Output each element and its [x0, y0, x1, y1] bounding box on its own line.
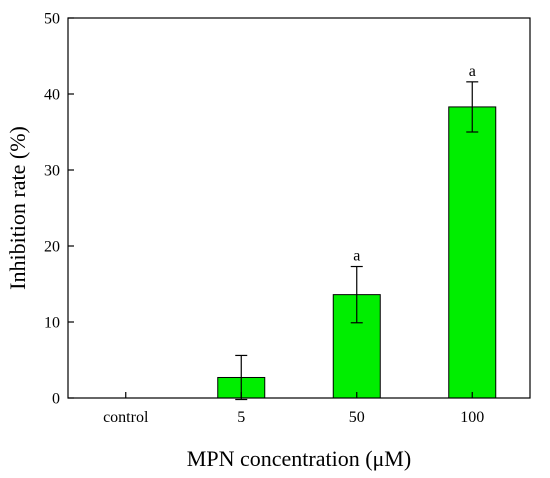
- y-tick-label: 40: [44, 87, 60, 104]
- x-tick-label: 50: [349, 409, 365, 426]
- error-bar-50: [350, 265, 363, 324]
- error-bar-100: [466, 81, 479, 133]
- x-tick-label: control: [103, 409, 149, 426]
- y-axis-ticks: 0 10 20 30 40 50: [44, 11, 74, 408]
- y-axis-title: Inhibition rate (%): [5, 126, 30, 290]
- significance-label: a: [353, 248, 360, 265]
- y-tick-label: 50: [44, 11, 60, 28]
- x-axis-ticks: control 5 50 100: [103, 392, 484, 426]
- plot-frame: [67, 17, 531, 399]
- x-axis-title: MPN concentration (μM): [187, 446, 411, 471]
- y-tick-label: 30: [44, 163, 60, 180]
- y-tick-label: 10: [44, 315, 60, 332]
- annotations-group: aa: [353, 63, 476, 265]
- x-tick-label: 5: [237, 409, 245, 426]
- significance-label: a: [469, 63, 476, 80]
- x-tick-label: 100: [460, 409, 484, 426]
- y-tick-label: 0: [52, 391, 60, 408]
- bar-100: [448, 106, 497, 399]
- y-tick-label: 20: [44, 239, 60, 256]
